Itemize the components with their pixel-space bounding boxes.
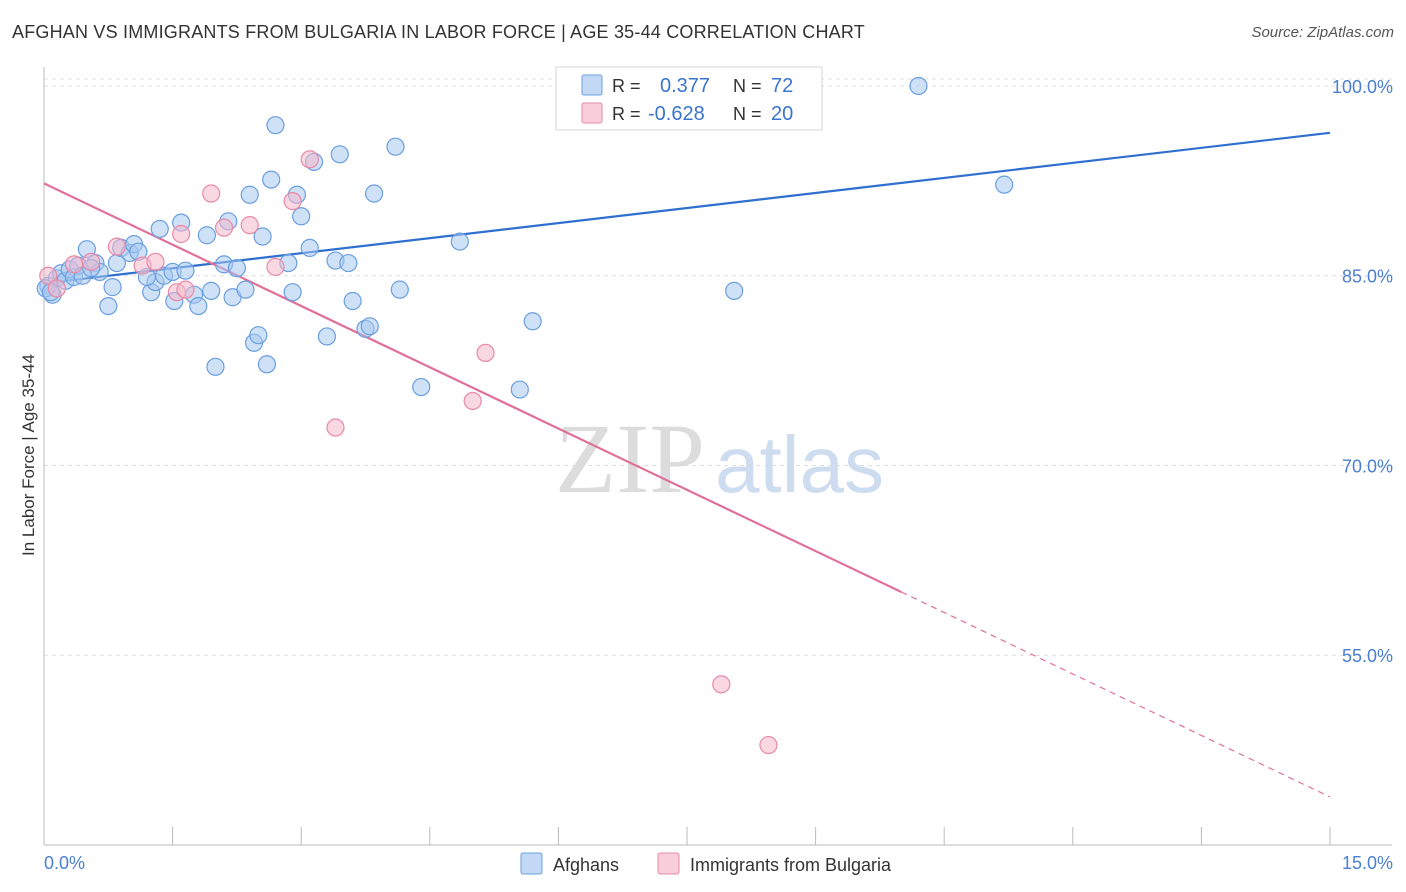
point-bulgaria — [107, 237, 126, 256]
y-tick-label: 55.0% — [1342, 646, 1393, 666]
point-afghans — [176, 261, 195, 280]
point-afghans — [390, 280, 409, 299]
legend: Afghans Immigrants from Bulgaria — [520, 852, 892, 875]
x-tick-labels: 0.0% 15.0% — [44, 853, 1393, 873]
y-axis-title: In Labor Force | Age 35-44 — [19, 354, 38, 556]
point-afghans — [909, 76, 928, 96]
point-afghans — [283, 283, 302, 302]
gridlines — [44, 78, 1392, 656]
chart-source: Source: ZipAtlas.com — [1251, 24, 1394, 41]
point-afghans — [236, 280, 255, 299]
point-bulgaria — [759, 735, 778, 755]
point-bulgaria — [64, 255, 84, 274]
point-bulgaria — [176, 280, 195, 299]
point-afghans — [197, 226, 216, 245]
point-afghans — [202, 281, 221, 301]
trend-line-bulgaria-extension — [901, 591, 1331, 798]
point-afghans — [227, 259, 246, 278]
point-bulgaria — [712, 675, 731, 694]
point-afghans — [206, 357, 225, 376]
point-afghans — [725, 281, 744, 301]
y-tick-label: 70.0% — [1342, 456, 1393, 476]
stats-swatch-bulgaria — [581, 102, 603, 124]
stats-n-label-bulgaria: N = — [733, 104, 762, 124]
point-afghans — [103, 278, 122, 297]
stats-n-afghans: 72 — [771, 75, 793, 97]
point-afghans — [364, 184, 384, 203]
point-bulgaria — [240, 216, 259, 235]
y-tick-labels: 55.0% 70.0% 85.0% 100.0% — [1332, 77, 1393, 666]
axes — [43, 67, 1392, 846]
trend-lines — [43, 131, 1331, 798]
stats-r-label-afghans: R = — [612, 76, 641, 96]
point-bulgaria — [146, 252, 165, 271]
chart-title: AFGHAN VS IMMIGRANTS FROM BULGARIA IN LA… — [12, 22, 865, 42]
point-afghans — [262, 170, 281, 189]
point-afghans — [386, 137, 405, 156]
x-tick-label-end: 15.0% — [1342, 853, 1393, 873]
point-afghans — [339, 253, 358, 273]
point-afghans — [150, 219, 169, 239]
point-bulgaria — [300, 150, 319, 169]
point-afghans — [510, 380, 529, 399]
point-bulgaria — [326, 418, 345, 437]
point-afghans — [249, 326, 268, 345]
point-afghans — [450, 232, 469, 251]
point-afghans — [189, 296, 208, 316]
stats-r-bulgaria: -0.628 — [648, 103, 705, 125]
point-bulgaria — [202, 184, 221, 203]
stats-r-afghans: 0.377 — [660, 75, 710, 97]
point-bulgaria — [39, 266, 58, 285]
point-bulgaria — [266, 257, 285, 276]
stats-n-label-afghans: N = — [733, 76, 762, 96]
y-tick-label: 100.0% — [1332, 77, 1393, 97]
point-afghans — [360, 317, 379, 336]
trend-line-afghans — [43, 131, 1331, 285]
stats-box: R = 0.377 N = 72 R = -0.628 N = 20 — [555, 66, 823, 131]
point-afghans — [317, 327, 337, 346]
legend-label-afghans: Afghans — [553, 855, 619, 875]
point-bulgaria — [476, 343, 495, 362]
point-afghans — [266, 116, 285, 135]
y-tick-label: 85.0% — [1342, 267, 1393, 287]
stats-r-label-bulgaria: R = — [612, 104, 641, 124]
legend-swatch-bulgaria — [657, 852, 680, 875]
point-afghans — [300, 238, 319, 258]
point-afghans — [343, 291, 362, 311]
point-bulgaria — [214, 218, 234, 237]
point-bulgaria — [463, 391, 482, 411]
point-afghans — [995, 175, 1014, 194]
point-afghans — [99, 296, 118, 316]
point-afghans — [240, 185, 259, 204]
watermark: ZIP atlas — [555, 403, 884, 514]
point-afghans — [253, 227, 272, 246]
x-tick-label-start: 0.0% — [44, 853, 85, 873]
point-bulgaria — [82, 252, 101, 271]
point-bulgaria — [47, 279, 66, 298]
stats-n-bulgaria: 20 — [771, 103, 793, 125]
watermark-zip: ZIP — [555, 403, 705, 514]
point-bulgaria — [172, 224, 191, 244]
legend-label-bulgaria: Immigrants from Bulgaria — [690, 855, 892, 875]
point-afghans — [412, 377, 431, 397]
point-bulgaria — [283, 191, 302, 211]
legend-swatch-afghans — [520, 852, 543, 875]
point-afghans — [292, 207, 311, 226]
data-points — [36, 76, 1014, 755]
stats-swatch-afghans — [581, 74, 603, 96]
point-afghans — [523, 312, 542, 331]
point-afghans — [257, 355, 277, 374]
trend-line-bulgaria — [43, 182, 902, 593]
point-afghans — [330, 145, 349, 164]
watermark-atlas: atlas — [715, 420, 884, 509]
